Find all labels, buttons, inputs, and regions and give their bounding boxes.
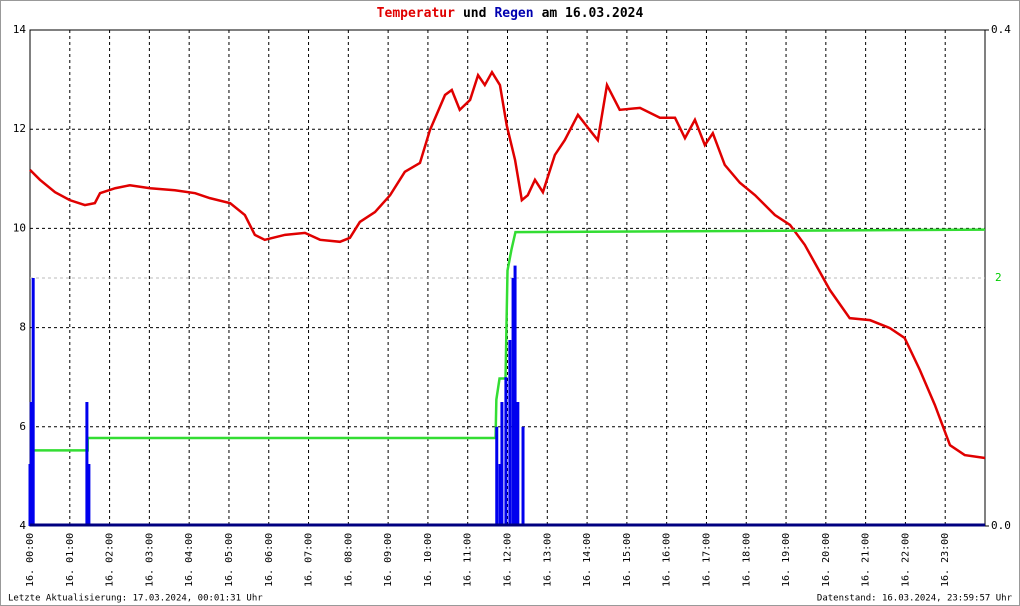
title-part: Temperatur [377, 6, 455, 21]
y-tick-label: 10 [13, 221, 26, 234]
x-tick-label: 16. 07:00 [304, 533, 315, 587]
title-part: Regen [494, 6, 533, 21]
rain-bar [29, 402, 33, 526]
x-tick-label: 16. 13:00 [542, 533, 553, 587]
rain-bar [513, 265, 517, 526]
x-tick-label: 16. 05:00 [224, 533, 235, 587]
x-tick-label: 16. 21:00 [861, 533, 872, 587]
x-tick-label: 16. 15:00 [622, 533, 633, 587]
rain-bar [508, 340, 512, 526]
x-tick-label: 16. 00:00 [25, 533, 36, 587]
rain-bar [521, 426, 525, 526]
x-tick-label: 16. 19:00 [781, 533, 792, 587]
chart-title: Temperatur und Regen am 16.03.2024 [377, 6, 644, 21]
y2-tick-label: 0.0 [991, 519, 1011, 532]
rain-bar [500, 402, 504, 526]
x-tick-label: 16. 23:00 [940, 533, 951, 587]
footer-right: Datenstand: 16.03.2024, 23:59:57 Uhr [817, 594, 1013, 604]
x-tick-label: 16. 18:00 [741, 533, 752, 587]
y-tick-label: 12 [13, 122, 26, 135]
y-tick-label: 4 [19, 519, 26, 532]
x-tick-label: 16. 04:00 [184, 533, 195, 587]
rain-bar [85, 402, 89, 526]
x-tick-label: 16. 08:00 [343, 533, 354, 587]
x-tick-label: 16. 22:00 [900, 533, 911, 587]
rain-bar [495, 426, 499, 526]
x-tick-label: 16. 01:00 [65, 533, 76, 587]
rain-bar [504, 377, 508, 526]
x-tick-label: 16. 06:00 [264, 533, 275, 587]
x-tick-label: 16. 16:00 [662, 533, 673, 587]
rain-bar [31, 278, 35, 526]
rain-bar [516, 402, 520, 526]
y3-tick-label: 2 [995, 271, 1002, 284]
y-tick-label: 8 [19, 321, 26, 334]
rain-bar [511, 278, 515, 526]
x-tick-label: 16. 02:00 [105, 533, 116, 587]
y-tick-label: 14 [13, 23, 27, 36]
x-tick-label: 16. 03:00 [144, 533, 155, 587]
x-tick-label: 16. 11:00 [463, 533, 474, 587]
y2-tick-label: 0.4 [991, 23, 1011, 36]
footer-left: Letzte Aktualisierung: 17.03.2024, 00:01… [8, 594, 263, 604]
x-tick-label: 16. 12:00 [503, 533, 514, 587]
x-tick-label: 16. 10:00 [423, 533, 434, 587]
x-tick-label: 16. 09:00 [383, 533, 394, 587]
title-part: am 16.03.2024 [542, 6, 644, 21]
rain-bar [498, 464, 502, 526]
x-tick-label: 16. 17:00 [701, 533, 712, 587]
x-tick-label: 16. 14:00 [582, 533, 593, 587]
y-tick-label: 6 [19, 420, 26, 433]
series-line [29, 69, 986, 460]
x-tick-label: 16. 20:00 [821, 533, 832, 587]
rain-bar [87, 464, 91, 526]
title-part: und [463, 6, 486, 21]
